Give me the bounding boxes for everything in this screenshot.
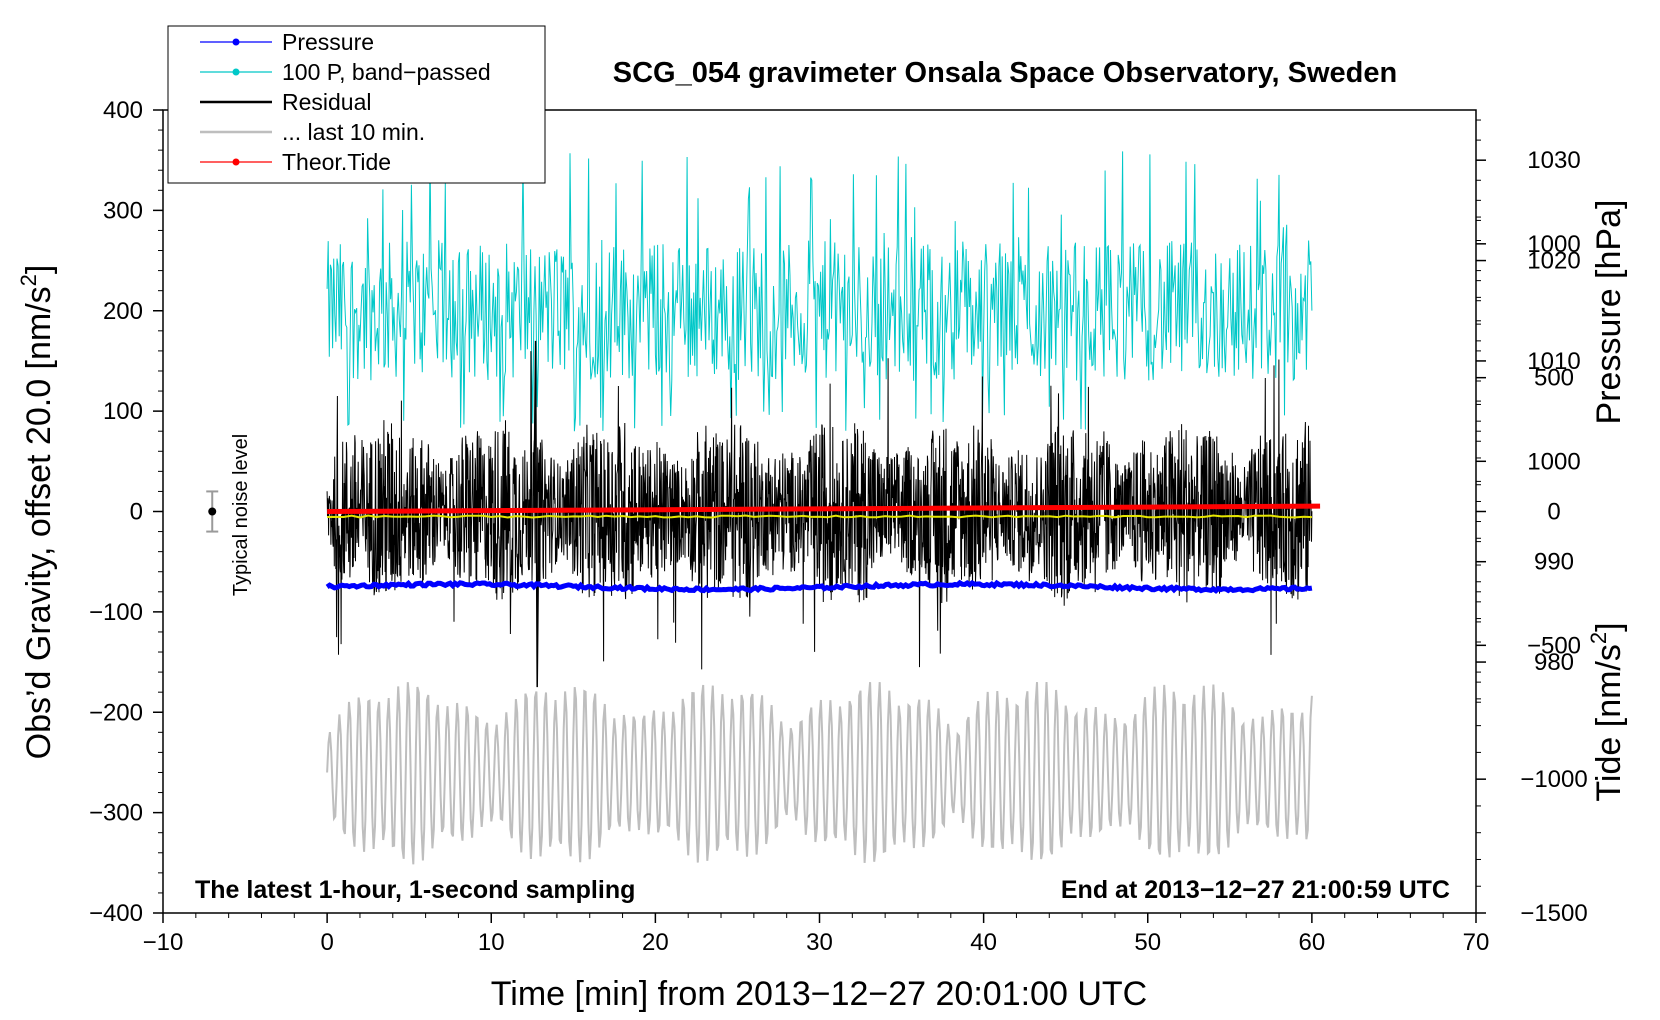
y-left-tick-label: 0 (130, 499, 143, 526)
y-tide-tick-label: −1000 (1520, 766, 1587, 793)
y-left-axis-title-sup: 2 (16, 274, 41, 286)
noise-point (208, 507, 217, 516)
y-left-axis-title: Obs’d Gravity, offset 20.0 [nm/s2] (16, 265, 58, 760)
y-pressure-tick-label: 1010 (1527, 348, 1580, 375)
y-tide-tick-label: 0 (1547, 499, 1560, 526)
y-left-axis-ticks: 400 300 200 100 0 −100 −200 −300 −400 (89, 97, 163, 927)
legend-marker (232, 158, 240, 166)
y-left-tick-label: −200 (89, 699, 143, 726)
y-tide-axis-title-sup: 2 (1586, 632, 1611, 644)
y-left-tick-label: −300 (89, 800, 143, 827)
y-pressure-tick-label: 990 (1534, 549, 1574, 576)
y-left-tick-label: −400 (89, 900, 143, 927)
x-tick-label: 40 (970, 929, 997, 956)
chart-title: SCG_054 gravimeter Onsala Space Observat… (613, 57, 1397, 89)
y-tide-tick-label: −1500 (1520, 900, 1587, 927)
legend-label: Pressure (282, 29, 374, 55)
y-left-tick-label: 100 (103, 398, 143, 425)
y-left-tick-label: 400 (103, 97, 143, 124)
tide-line (327, 503, 1321, 514)
y-pressure-tick-label: 1030 (1527, 147, 1580, 174)
y-pressure-tick-label: 1020 (1527, 248, 1580, 275)
y-left-tick-label: 200 (103, 298, 143, 325)
x-tick-label: 10 (478, 929, 505, 956)
x-tick-label: 20 (642, 929, 669, 956)
legend: Pressure 100 P, band−passed Residual ... la… (167, 25, 546, 184)
series-theor-tide (327, 503, 1321, 514)
legend-label: Residual (282, 89, 372, 115)
y-tide-tick-label: −500 (1527, 632, 1581, 659)
pbp-line (326, 150, 1313, 432)
legend-marker (232, 68, 240, 76)
y-tide-axis-ticks: 1000 500 0 −500 −1000 −1500 (1476, 216, 1588, 927)
x-axis-ticks: −10 0 10 20 30 40 50 60 70 (143, 913, 1490, 956)
y-left-axis-title-close: ] (20, 265, 58, 274)
corner-left-note: The latest 1-hour, 1-second sampling (195, 876, 635, 904)
x-tick-label: 70 (1463, 929, 1490, 956)
y-pressure-axis-ticks: 1030 1020 1010 1000 990 980 (1476, 119, 1581, 703)
legend-label: ... last 10 min. (282, 119, 425, 145)
y-pressure-tick-label: 980 (1534, 649, 1574, 676)
residual-spike (533, 340, 540, 688)
corner-right-note: End at 2013−12−27 21:00:59 UTC (1061, 876, 1450, 904)
y-left-tick-label: −100 (89, 599, 143, 626)
y-tide-axis-title: Tide [nm/s2] (1586, 622, 1628, 801)
y-left-axis-title-text: Obs’d Gravity, offset 20.0 [nm/s (20, 286, 58, 759)
series-pressure-bandpassed (326, 150, 1313, 432)
y-pressure-axis-title: Pressure [hPa] (1590, 200, 1628, 425)
x-tick-label: −10 (143, 929, 184, 956)
y-tide-axis-title-close: ] (1590, 622, 1628, 631)
legend-marker (232, 38, 240, 46)
y-tide-axis-title-text: Tide [nm/s (1590, 644, 1628, 801)
legend-box (167, 25, 546, 184)
y-tide-tick-label: 500 (1534, 365, 1574, 392)
x-tick-label: 60 (1299, 929, 1326, 956)
x-tick-label: 0 (320, 929, 333, 956)
x-tick-label: 30 (806, 929, 833, 956)
y-tide-tick-label: 1000 (1527, 231, 1580, 258)
legend-label: 100 P, band−passed (282, 59, 491, 85)
x-axis-title: Time [min] from 2013−12−27 20:01:00 UTC (491, 975, 1147, 1013)
last10-line (326, 682, 1313, 865)
noise-level-label: Typical noise level (230, 434, 252, 596)
series-residual-mean (327, 514, 1312, 519)
series-last-10-min (326, 682, 1313, 865)
legend-label: Theor.Tide (282, 149, 391, 175)
pressure-line (325, 579, 1313, 594)
noise-level-marker (206, 490, 219, 533)
series-pressure (325, 579, 1313, 594)
residual-mean-line (327, 514, 1312, 519)
y-left-tick-label: 300 (103, 197, 143, 224)
x-tick-label: 50 (1134, 929, 1161, 956)
y-pressure-tick-label: 1000 (1527, 448, 1580, 475)
